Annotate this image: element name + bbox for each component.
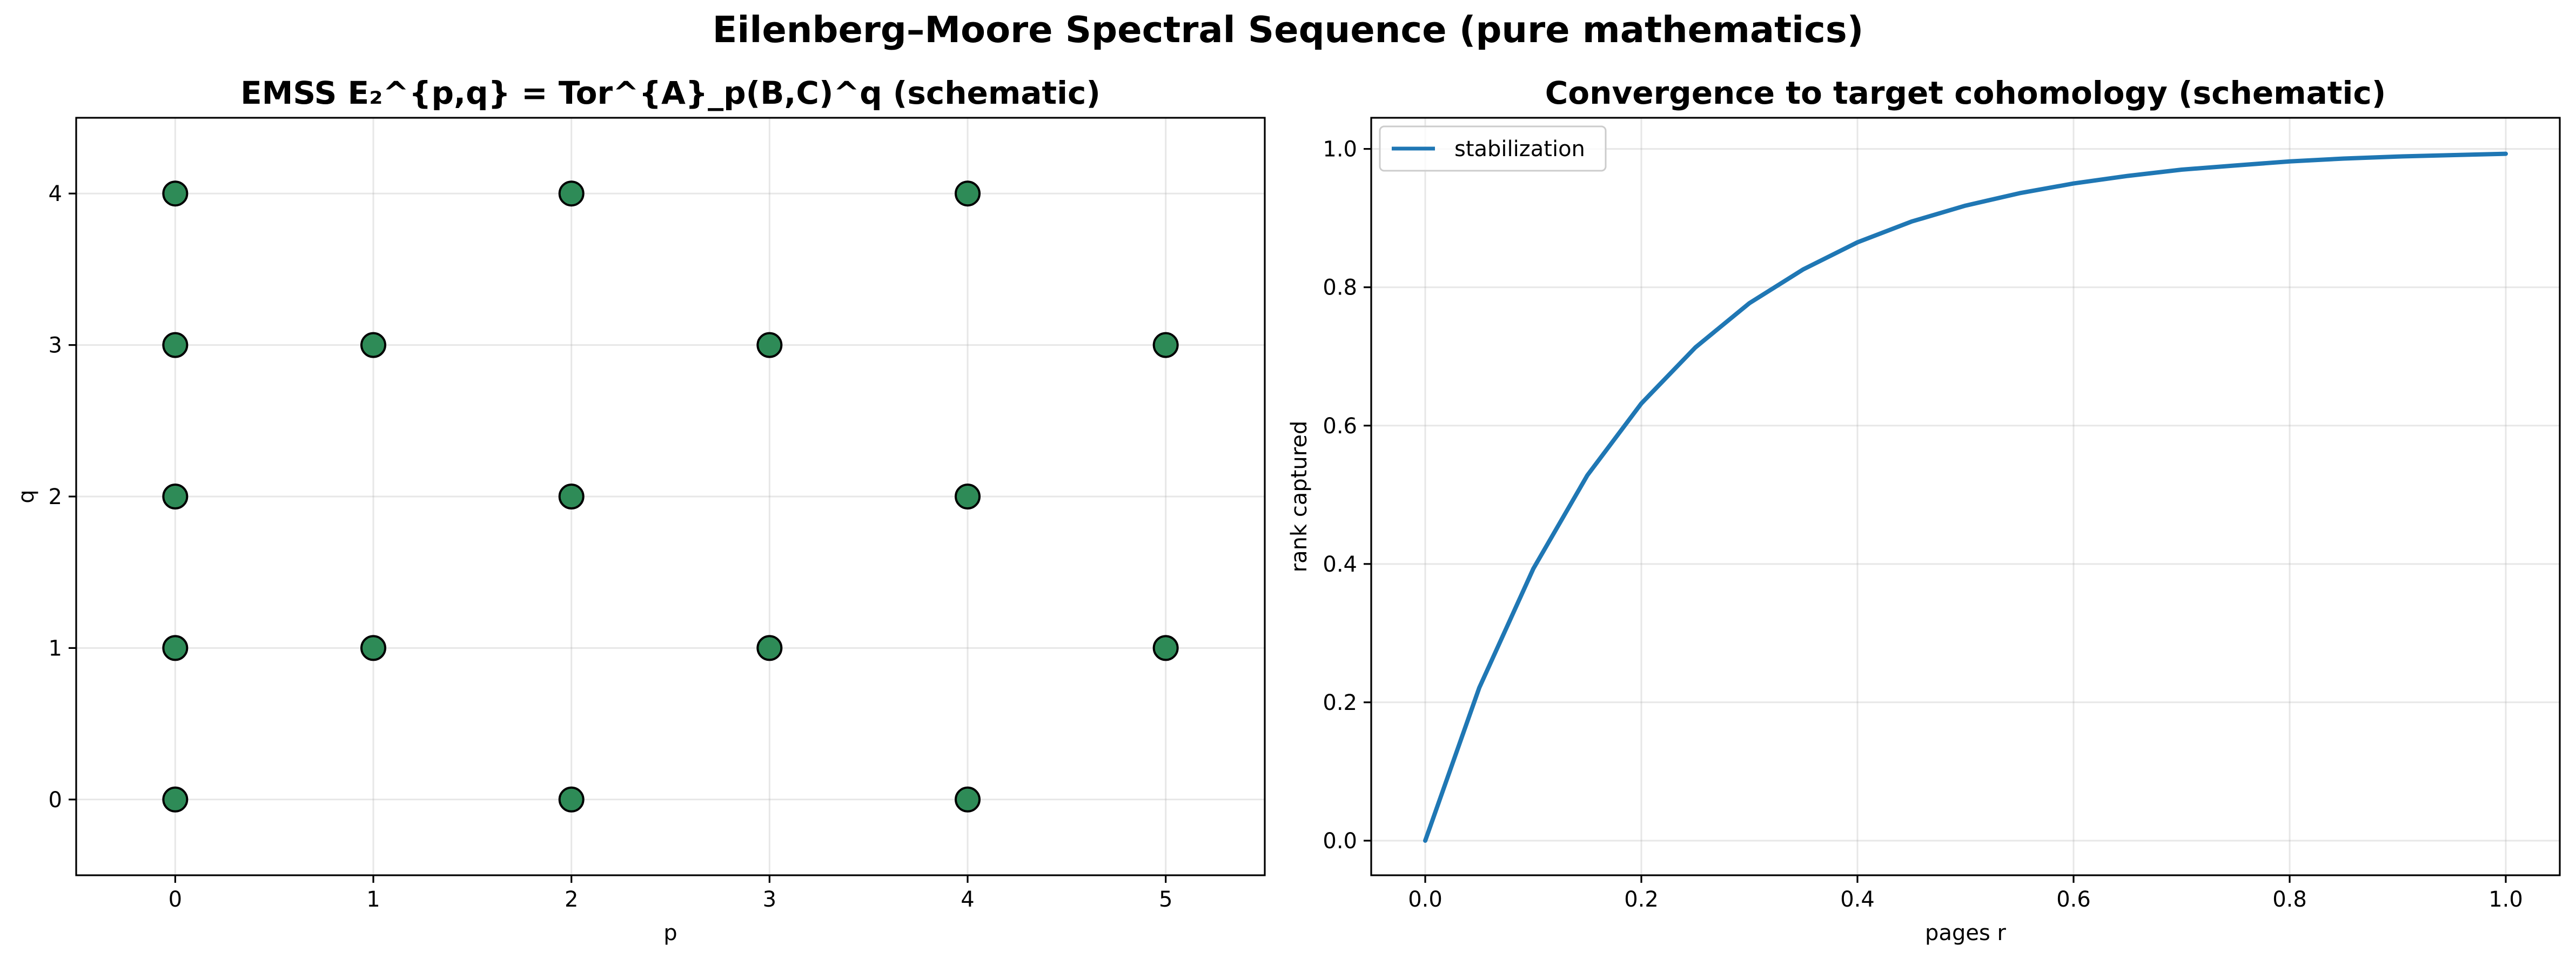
- convergence-x-tick-label: 0.0: [1408, 887, 1443, 912]
- emss-point-p4-q2: [955, 484, 981, 509]
- convergence-x-label: pages r: [1925, 921, 2006, 945]
- convergence-legend: stabilization: [1379, 125, 1607, 172]
- emss-x-tick-label: 4: [961, 887, 974, 912]
- emss-y-tick-label: 3: [49, 333, 62, 358]
- convergence-y-ticks: 0.0 0.2 0.4 0.6 0.8 1.0: [1323, 137, 1371, 854]
- series-line-stabilization: [1423, 151, 2508, 843]
- convergence-y-tick-label: 0.6: [1323, 414, 1357, 439]
- emss-x-tick-label: 0: [169, 887, 182, 912]
- emss-y-tick-label: 1: [49, 636, 62, 661]
- emss-y-tick-label: 4: [49, 182, 62, 206]
- emss-point-p0-q4: [162, 180, 189, 207]
- emss-y-ticks: 0 1 2 3 4: [49, 182, 76, 813]
- convergence-lines: [1423, 151, 2508, 843]
- convergence-x-tick-label: 1.0: [2488, 887, 2523, 912]
- emss-point-p0-q2: [162, 484, 189, 509]
- convergence-x-tick-label: 0.2: [1624, 887, 1659, 912]
- convergence-y-tick-label: 0.8: [1323, 276, 1357, 300]
- convergence-x-ticks: 0.0 0.2 0.4 0.6 0.8 1.0: [1408, 875, 2523, 912]
- emss-x-label: p: [663, 921, 677, 945]
- emss-point-p3-q3: [756, 332, 783, 358]
- convergence-axes-frame: [1370, 117, 2561, 876]
- emss-y-label: q: [14, 489, 39, 503]
- emss-y-tick-label: 0: [49, 788, 62, 813]
- emss-point-p5-q1: [1152, 635, 1179, 661]
- convergence-y-tick-label: 1.0: [1323, 137, 1357, 162]
- emss-x-tick-label: 3: [763, 887, 776, 912]
- legend-label-stabilization: stabilization: [1454, 137, 1585, 162]
- convergence-grid: [1371, 118, 2560, 875]
- emss-panel: EMSS E₂^{p,q} = Tor^{A}_p(B,C)^q (schema…: [14, 75, 1266, 945]
- legend-box: [1379, 125, 1607, 172]
- emss-point-p5-q3: [1152, 332, 1179, 358]
- emss-point-p3-q1: [756, 635, 783, 661]
- emss-point-p2-q0: [558, 786, 585, 813]
- emss-title: EMSS E₂^{p,q} = Tor^{A}_p(B,C)^q (schema…: [240, 75, 1101, 111]
- convergence-panel: Convergence to target cohomology (schema…: [1287, 75, 2561, 945]
- emss-y-tick-label: 2: [49, 485, 62, 509]
- convergence-x-tick-label: 0.8: [2272, 887, 2307, 912]
- convergence-x-tick-label: 0.4: [1840, 887, 1875, 912]
- emss-x-tick-label: 5: [1159, 887, 1172, 912]
- convergence-x-tick-label: 0.6: [2056, 887, 2091, 912]
- convergence-y-tick-label: 0.4: [1323, 552, 1357, 577]
- emss-point-p0-q1: [162, 635, 189, 661]
- emss-x-tick-label: 2: [565, 887, 578, 912]
- emss-point-p2-q2: [558, 484, 585, 509]
- emss-point-p1-q3: [360, 332, 386, 358]
- emss-point-p4-q0: [955, 786, 981, 813]
- convergence-y-tick-label: 0.2: [1323, 690, 1357, 715]
- convergence-y-tick-label: 0.0: [1323, 829, 1357, 854]
- emss-x-ticks: 0 1 2 3 4 5: [169, 875, 1172, 912]
- emss-point-p4-q4: [955, 180, 981, 207]
- emss-point-p1-q1: [360, 635, 386, 661]
- emss-point-p0-q3: [162, 332, 189, 358]
- emss-points: [162, 180, 1179, 813]
- emss-grid: [76, 118, 1265, 875]
- convergence-title: Convergence to target cohomology (schema…: [1545, 75, 2386, 111]
- emss-point-p0-q0: [162, 786, 189, 813]
- figure-title: Eilenberg–Moore Spectral Sequence (pure …: [713, 9, 1864, 51]
- emss-point-p2-q4: [558, 180, 585, 207]
- emss-x-tick-label: 1: [366, 887, 380, 912]
- convergence-y-label: rank captured: [1287, 421, 1312, 573]
